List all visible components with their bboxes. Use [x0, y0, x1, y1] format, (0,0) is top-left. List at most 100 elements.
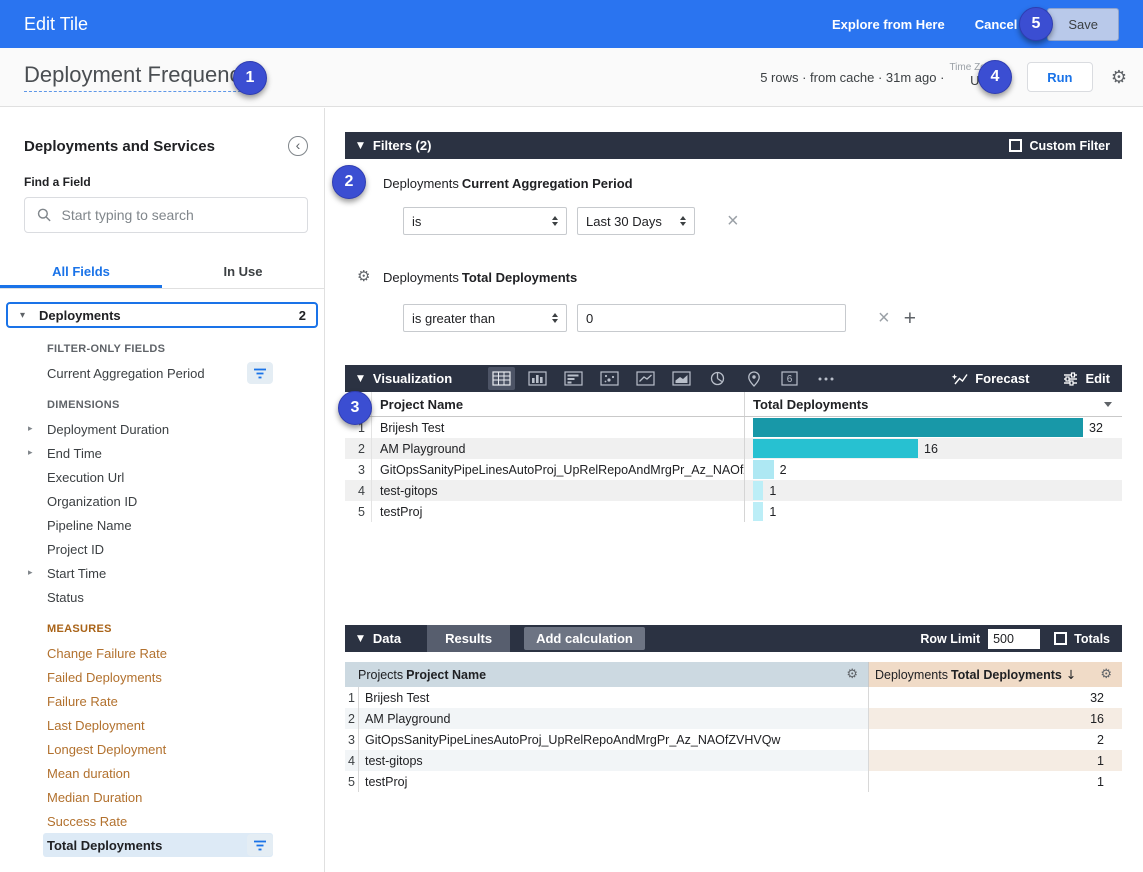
row-number: 3 — [345, 459, 372, 480]
field-project-id[interactable]: Project ID — [47, 541, 105, 557]
filter-icon[interactable] — [247, 834, 273, 856]
bar-value: 2 — [779, 462, 787, 477]
field-start-time[interactable]: ▸ Start Time — [28, 565, 107, 581]
data-cell-project-name[interactable]: GitOpsSanityPipeLinesAutoProj_UpRelRepoA… — [365, 732, 781, 747]
field-deployment-duration[interactable]: ▸ Deployment Duration — [28, 421, 170, 437]
data-column-total-deployments[interactable]: Deployments Total Deployments ↓ ⚙ — [868, 662, 1122, 687]
viz-type-bar-chart-icon[interactable] — [560, 367, 587, 390]
expand-icon[interactable]: ▸ — [28, 424, 33, 434]
column-gear-icon[interactable]: ⚙ — [846, 667, 858, 682]
data-cell-total-deployments[interactable]: 1 — [868, 771, 1122, 792]
edit-visualization-button[interactable]: Edit — [1063, 371, 1110, 386]
remove-filter-icon[interactable]: × — [727, 210, 739, 232]
viz-type-more-icon[interactable] — [812, 367, 839, 390]
data-cell-total-deployments[interactable]: 16 — [868, 708, 1122, 729]
field-pipeline-name[interactable]: Pipeline Name — [47, 517, 132, 533]
explore-from-here-link[interactable]: Explore from Here — [832, 16, 945, 32]
save-button[interactable]: Save — [1047, 7, 1119, 41]
viz-cell-project-name[interactable]: test-gitops — [372, 480, 745, 501]
filter-value-select[interactable]: Last 30 Days — [577, 207, 695, 235]
viz-type-scatter-icon[interactable] — [596, 367, 623, 390]
filter-gear-icon[interactable]: ⚙ — [357, 267, 371, 285]
field-current-aggregation-period[interactable]: Current Aggregation Period — [47, 361, 273, 385]
updown-icon — [552, 313, 558, 323]
viz-type-area-chart-icon[interactable] — [668, 367, 695, 390]
deployment-bar[interactable] — [753, 460, 774, 479]
collapse-sidebar-icon[interactable]: ‹ — [288, 136, 308, 156]
collapse-visualization-icon[interactable]: ▼ — [357, 373, 364, 384]
column-gear-icon[interactable]: ⚙ — [1100, 667, 1112, 682]
column-menu-chevron-icon[interactable] — [1104, 401, 1112, 407]
viz-type-column-chart-icon[interactable] — [524, 367, 551, 390]
row-limit-label: Row Limit — [920, 631, 981, 646]
expand-icon[interactable]: ▸ — [28, 568, 33, 578]
group-in-use-count: 2 — [298, 307, 306, 323]
custom-filter-checkbox[interactable] — [1009, 139, 1023, 152]
field-failure-rate[interactable]: Failure Rate — [47, 693, 118, 709]
data-cell-total-deployments[interactable]: 32 — [868, 687, 1122, 708]
deployment-bar[interactable] — [753, 439, 918, 458]
field-failed-deployments[interactable]: Failed Deployments — [47, 669, 162, 685]
deployment-bar[interactable] — [753, 481, 764, 500]
app-bar-actions: Explore from Here Cancel Save — [832, 7, 1119, 41]
settings-gear-icon[interactable]: ⚙ — [1110, 66, 1127, 88]
viz-type-map-icon[interactable] — [740, 367, 767, 390]
data-cell-total-deployments[interactable]: 2 — [868, 729, 1122, 750]
field-mean-duration[interactable]: Mean duration — [47, 765, 131, 781]
viz-type-single-value-icon[interactable]: 6 — [776, 367, 803, 390]
viz-type-line-chart-icon[interactable] — [632, 367, 659, 390]
viz-column-total-deployments[interactable]: Total Deployments — [753, 396, 869, 412]
filter-operator-select[interactable]: is — [403, 207, 567, 235]
annotation-badge-1: 1 — [233, 61, 267, 95]
viz-cell-project-name[interactable]: GitOpsSanityPipeLinesAutoProj_UpRelRepoA… — [372, 459, 745, 480]
data-cell-project-name[interactable]: AM Playground — [359, 708, 868, 729]
viz-type-pie-chart-icon[interactable] — [704, 367, 731, 390]
add-calculation-button[interactable]: Add calculation — [524, 627, 645, 650]
collapse-data-icon[interactable]: ▼ — [357, 633, 364, 644]
field-organization-id[interactable]: Organization ID — [47, 493, 138, 509]
add-filter-icon[interactable]: + — [903, 306, 916, 330]
remove-filter-icon[interactable]: × — [878, 307, 890, 329]
run-button[interactable]: Run — [1026, 62, 1093, 92]
data-cell-project-name[interactable]: test-gitops — [359, 750, 868, 771]
expand-icon[interactable]: ▸ — [28, 448, 33, 458]
viz-cell-project-name[interactable]: testProj — [372, 501, 745, 522]
field-longest-deployment[interactable]: Longest Deployment — [47, 741, 167, 757]
field-end-time[interactable]: ▸ End Time — [28, 445, 102, 461]
data-title: Data — [372, 631, 402, 646]
totals-checkbox[interactable] — [1054, 632, 1068, 645]
filter-icon[interactable] — [247, 362, 273, 384]
data-cell-total-deployments[interactable]: 1 — [868, 750, 1122, 771]
field-execution-url[interactable]: Execution Url — [47, 469, 125, 485]
row-limit-input[interactable] — [988, 628, 1041, 649]
field-last-deployment[interactable]: Last Deployment — [47, 717, 145, 733]
viz-table-row: 4 test-gitops 1 — [345, 480, 1122, 501]
filter-field-label: Deployments Total Deployments — [383, 270, 578, 285]
data-cell-project-name[interactable]: Brijesh Test — [365, 690, 430, 705]
field-change-failure-rate[interactable]: Change Failure Rate — [47, 645, 167, 661]
tile-title[interactable]: Deployment Frequency — [24, 62, 252, 92]
viz-cell-project-name[interactable]: Brijesh Test — [372, 417, 745, 438]
filter-value-input[interactable] — [577, 304, 846, 332]
viz-column-project-name[interactable]: Project Name — [372, 392, 745, 416]
tab-all-fields[interactable]: All Fields — [0, 257, 162, 288]
field-search-box[interactable] — [24, 197, 308, 233]
data-cell-project-name[interactable]: testProj — [365, 774, 408, 789]
tab-results[interactable]: Results — [427, 625, 511, 652]
tab-in-use[interactable]: In Use — [223, 264, 263, 279]
viz-cell-project-name[interactable]: AM Playground — [372, 438, 745, 459]
field-total-deployments-selected[interactable]: Total Deployments — [43, 833, 273, 857]
forecast-button[interactable]: Forecast — [951, 371, 1029, 386]
sidebar-group-deployments[interactable]: ▾ Deployments 2 — [6, 302, 318, 328]
deployment-bar[interactable] — [753, 502, 764, 521]
data-column-project-name[interactable]: Projects Project Name ⚙ — [345, 662, 868, 687]
filter-operator-select[interactable]: is greater than — [403, 304, 567, 332]
viz-type-table-icon[interactable] — [488, 367, 516, 390]
field-median-duration[interactable]: Median Duration — [47, 789, 143, 805]
search-input[interactable] — [61, 207, 295, 223]
deployment-bar[interactable] — [753, 418, 1083, 437]
cancel-button[interactable]: Cancel — [974, 16, 1018, 32]
field-status[interactable]: Status — [47, 589, 84, 605]
field-success-rate[interactable]: Success Rate — [47, 813, 128, 829]
collapse-filters-icon[interactable]: ▼ — [357, 140, 364, 151]
